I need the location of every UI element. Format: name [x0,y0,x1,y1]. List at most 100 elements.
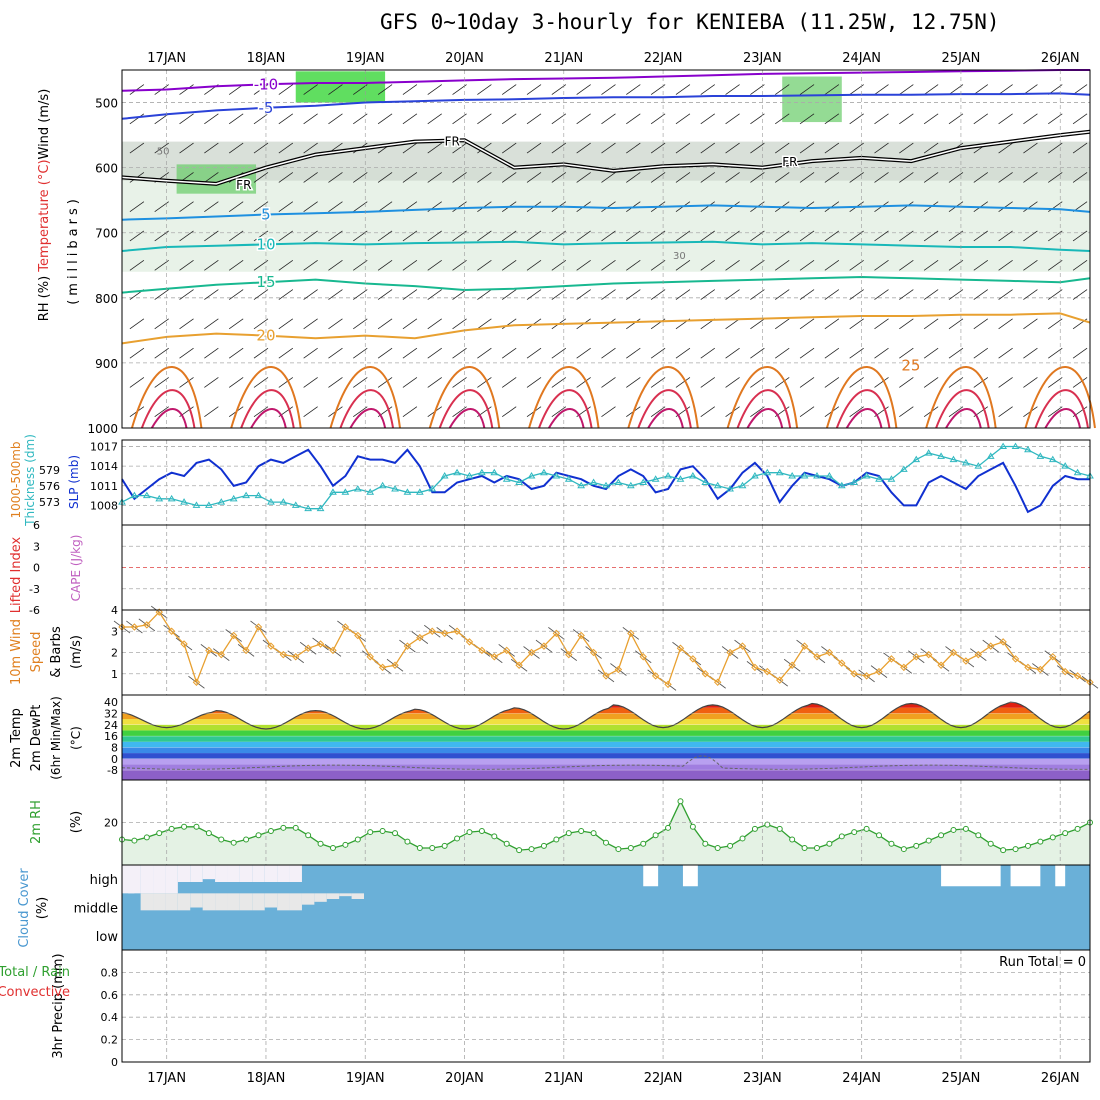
thickness-point [204,501,213,508]
ua-wind-barb [179,113,194,125]
ua-wind-barb [477,259,492,271]
ua-wind-barb [675,113,691,125]
ua-wind-barb [899,347,914,359]
ua-wind-barb [228,259,244,271]
ua-wind-barb [328,172,343,183]
cloud-mid-cell [177,893,191,911]
ua-wind-barb [675,172,691,183]
ua-wind-barb [303,289,318,300]
panel-frame-precip [121,949,1091,1063]
ua-wind-barb [1023,347,1038,359]
ua-wind-barb [501,406,517,418]
ua-wind-barb [576,289,591,300]
x-date-bottom-1: 18JAN [247,1071,286,1086]
ua-wind-barb [204,347,219,359]
ua-wind-barb [650,142,666,154]
ua-ytick-5: 1000 [87,422,118,436]
ua-wind-barb [526,84,542,95]
ua-wind-barb [328,201,343,213]
ua-wind-barb [750,172,765,183]
ua-wind-barb [799,347,815,359]
wind-speed-point [540,642,548,650]
ua-wind-barb [278,142,294,154]
ua-wind-barb [874,230,889,242]
rh-point [590,830,597,837]
rh-point [540,842,547,849]
ua-wind-barb [948,347,964,359]
ua-wind-barb [377,347,393,359]
rh-point [1074,825,1081,832]
thickness-point [167,494,176,502]
wind-speed-point [428,627,436,635]
ua-wind-barb [402,377,418,388]
wind-speed-point [738,642,747,650]
temp-band-5 [122,741,1090,748]
ua-wind-barb [774,172,790,183]
thickness-point [825,471,834,479]
ua-wind-barb [353,347,368,359]
ua-wind-barb [377,259,393,271]
ua-wind-barb [973,84,989,95]
temp-ylabel-3: (6hr Min/Max) [49,696,63,780]
ua-wind-barb [923,142,939,154]
ua-wind-barb [899,406,914,418]
temp-band-2 [122,758,1090,765]
ua-wind-barb [750,289,765,300]
ua-wind-barb [377,377,393,388]
ua-wind-barb [601,113,616,125]
ua-wind-barb [899,259,914,271]
wind-speed-point [987,642,995,650]
thickness-point [924,449,933,456]
ua-ytick-0: 500 [95,97,118,111]
ua-wind-barb [799,201,815,213]
wind-speed-point [602,672,610,680]
rh-shade-high-3 [176,164,257,194]
thk-tick-0: 573 [39,496,60,509]
ua-wind-barb [973,347,989,359]
ua-wind-barb [427,377,442,388]
rh-shade-light [122,167,1090,272]
cloud-high-cell [190,865,203,882]
rh-point [665,824,672,831]
ua-wind-barb [129,259,145,271]
x-date-top-6: 23JAN [743,51,782,66]
rh-point [739,835,746,842]
wind-speed-point [937,661,945,669]
ua-wind-barb [1023,259,1038,271]
wind-speed-point [565,650,573,659]
ua-wind-barb [278,318,294,330]
rh-point [156,830,163,837]
ua-wind-barb [1072,84,1088,95]
rh-point [627,845,634,851]
ua-wind-barb [452,347,467,359]
thickness-point [279,498,288,505]
warm-arch [349,408,387,429]
rh-point [938,832,945,839]
wind-speed-point [527,648,536,657]
wind-speed-point [676,644,685,652]
x-date-top-3: 20JAN [445,51,484,66]
ua-wind-barb [973,318,989,330]
ua-wind-barb [551,172,567,183]
rh-point [168,825,175,832]
ua-wind-barb [427,142,442,154]
warm-arch [130,366,203,429]
rh-point [342,841,349,848]
ua-wind-barb [998,142,1013,154]
ua-wind-barb [973,377,989,388]
ua-wind-barb [501,230,517,242]
ua-wind-barb [501,318,517,330]
ua-wind-barb [1023,84,1038,95]
ua-wind-barb [824,113,840,125]
ua-wind-barb [601,406,616,418]
ua-wind-barb [303,84,318,95]
precip-ylabel: 3hr Precip (mm) [51,953,66,1058]
wind-tick-2: 3 [111,625,118,638]
ua-wind-barb [899,318,914,330]
precip-ylabel-conv: Convective [0,985,70,1000]
ua-wind-barb [204,318,219,330]
ua-wind-barb [1048,142,1063,154]
ua-wind-barb [998,347,1013,359]
thickness-point [465,471,474,479]
rh-point [280,824,287,831]
